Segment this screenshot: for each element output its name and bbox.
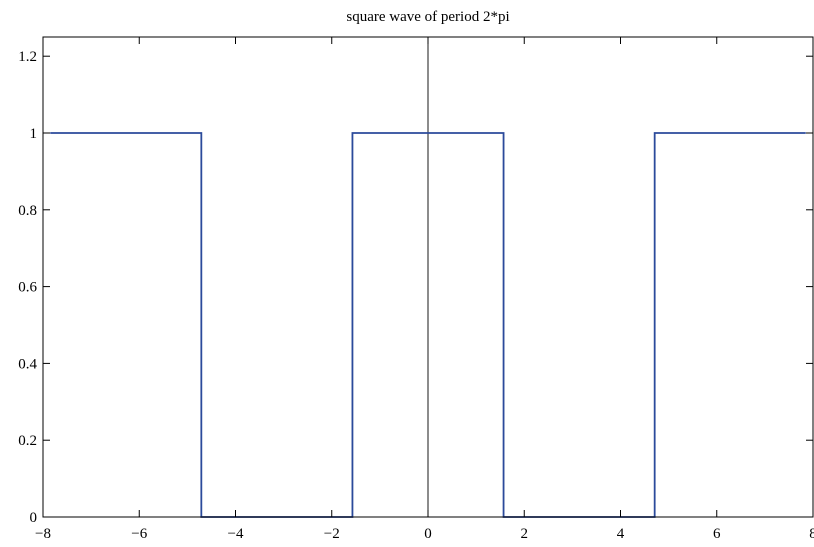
x-tick-label: −8 (35, 526, 51, 542)
y-tick-label: 0 (30, 510, 38, 526)
x-tick-label: −6 (131, 526, 147, 542)
x-tick-label: −4 (228, 526, 244, 542)
y-tick-label: 0.4 (18, 356, 37, 372)
y-tick-label: 1 (30, 126, 38, 142)
ticks-layer (42, 37, 814, 518)
x-tick-label: 2 (521, 526, 529, 542)
y-tick-label: 1.2 (18, 49, 37, 65)
y-tick-label: 0.8 (18, 203, 37, 219)
x-tick-label: −2 (324, 526, 340, 542)
series-layer (50, 132, 806, 518)
chart-title: square wave of period 2*pi (346, 9, 509, 25)
y-tick-label: 0.2 (18, 433, 37, 449)
tick-labels-layer: −8 −6 −4 −2 0 2 4 6 8 0 0.2 0.4 0.6 0.8 1 1.2 (18, 49, 814, 542)
x-tick-label: 4 (617, 526, 625, 542)
series-line-0 (50, 132, 806, 518)
y-tick-label: 0.6 (18, 280, 37, 296)
x-tick-label: 6 (713, 526, 721, 542)
x-tick-label: 8 (809, 526, 814, 542)
plot-frame (42, 36, 814, 518)
x-tick-label: 0 (424, 526, 432, 542)
